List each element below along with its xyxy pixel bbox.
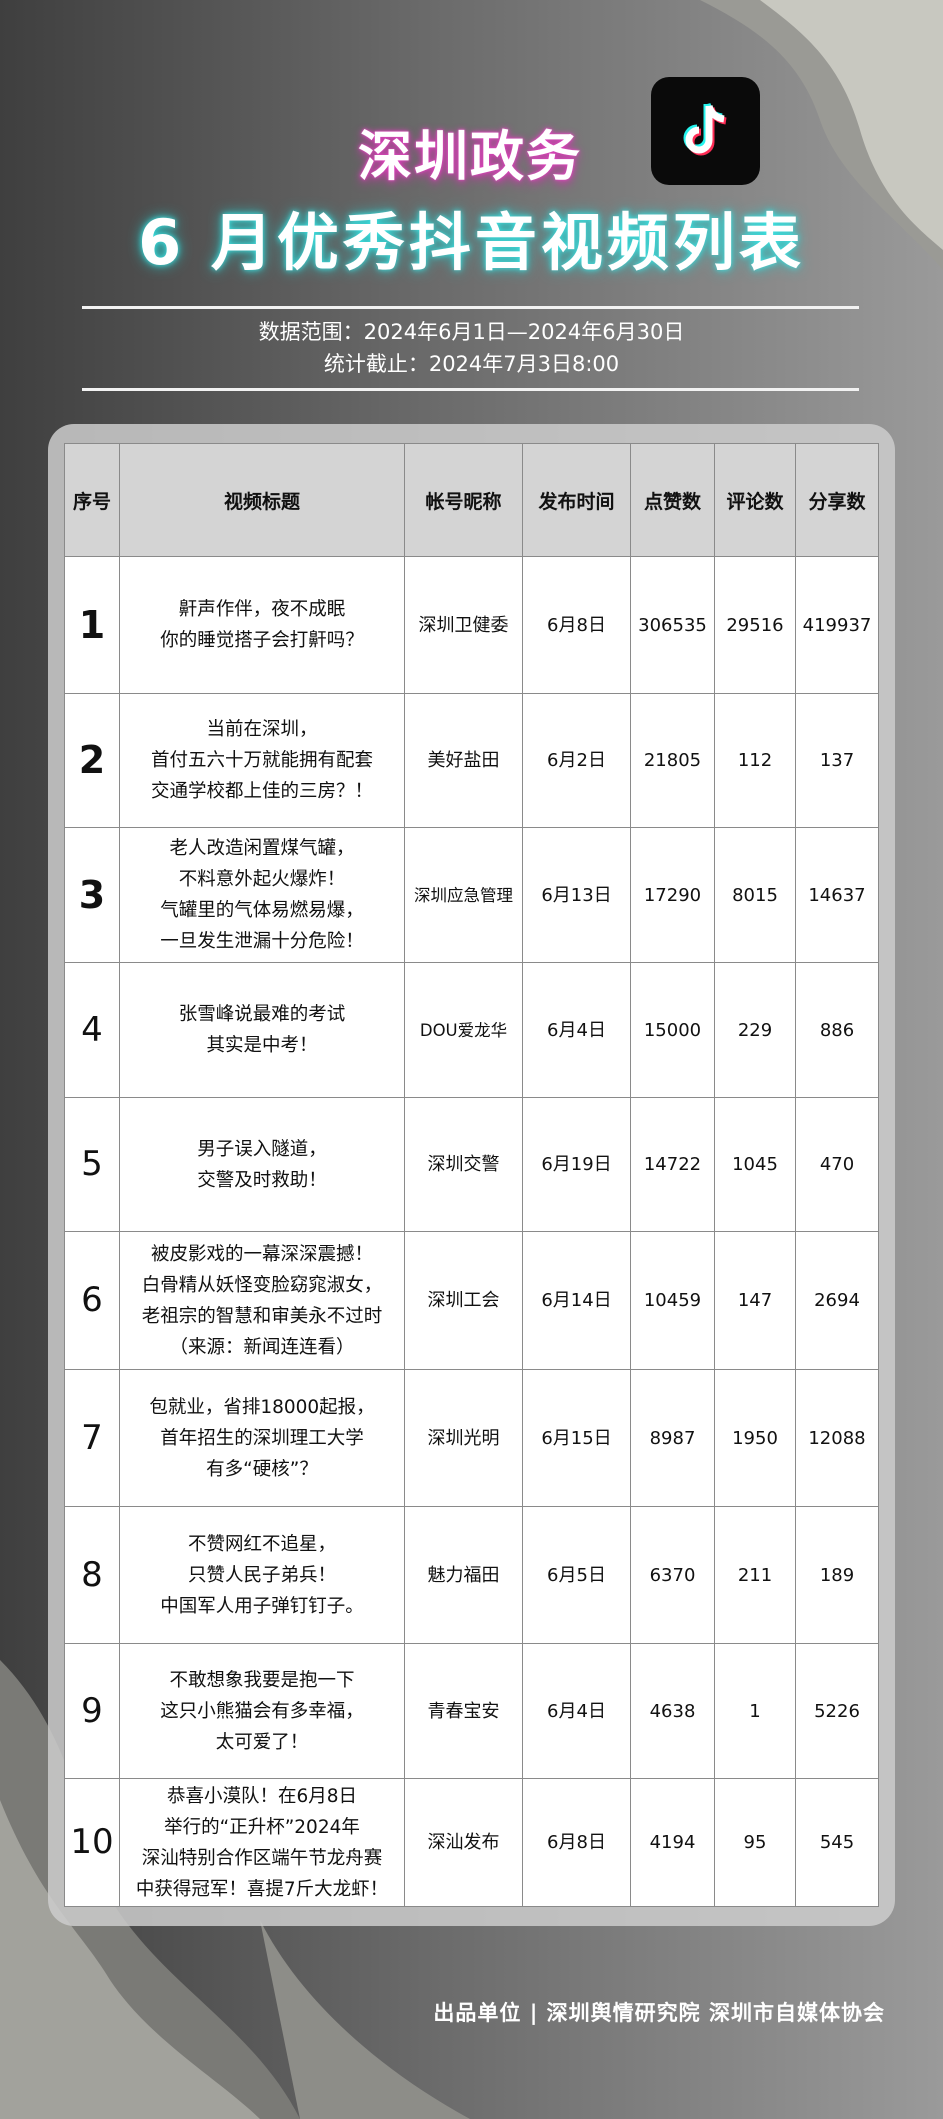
cell-no: 4	[64, 962, 120, 1098]
cell-title: 张雪峰说最难的考试 其实是中考！	[119, 962, 405, 1098]
cell-account: 美好盐田	[404, 693, 523, 828]
table-row: 10 恭喜小漠队！在6月8日 举行的“正升杯”2024年 深汕特别合作区端午节龙舟…	[64, 1778, 879, 1907]
cell-date: 6月15日	[522, 1369, 631, 1507]
cell-date: 6月4日	[522, 962, 631, 1098]
title-line-2: 6 月优秀抖音视频列表	[138, 206, 805, 279]
table-row: 2 当前在深圳， 首付五六十万就能拥有配套 交通学校都上佳的三房？！ 美好盐田 6月2…	[64, 693, 879, 828]
cell-likes: 6370	[630, 1506, 715, 1644]
cell-likes: 14722	[630, 1097, 715, 1232]
cell-comments: 8015	[714, 827, 796, 963]
cell-no: 8	[64, 1506, 120, 1644]
table-row: 5 男子误入隧道， 交警及时救助！ 深圳交警 6月19日 14722 1045 470	[64, 1097, 879, 1232]
cell-comments: 147	[714, 1231, 796, 1370]
background-wave-top-right	[700, 0, 943, 270]
cell-account: 魅力福田	[404, 1506, 523, 1644]
divider-top	[82, 306, 859, 309]
cell-account: 深圳应急管理	[404, 827, 523, 963]
column-header-date: 发布时间	[522, 443, 631, 557]
cell-title: 包就业，省排18000起报， 首年招生的深圳理工大学 有多“硬核”？	[119, 1369, 405, 1507]
column-header-title: 视频标题	[119, 443, 405, 557]
column-header-shares: 分享数	[795, 443, 879, 557]
cell-no: 10	[64, 1778, 120, 1907]
cell-shares: 137	[795, 693, 879, 828]
cell-no: 3	[64, 827, 120, 963]
cell-title: 被皮影戏的一幕深深震撼！ 白骨精从妖怪变脸窈窕淑女， 老祖宗的智慧和审美永不过时…	[119, 1231, 405, 1370]
cell-date: 6月19日	[522, 1097, 631, 1232]
cell-comments: 29516	[714, 556, 796, 694]
cell-date: 6月13日	[522, 827, 631, 963]
table-row: 4 张雪峰说最难的考试 其实是中考！ DOU爱龙华 6月4日 15000 229 886	[64, 962, 879, 1098]
cell-shares: 189	[795, 1506, 879, 1644]
cell-date: 6月8日	[522, 1778, 631, 1907]
cell-shares: 5226	[795, 1643, 879, 1779]
cell-account: 深圳卫健委	[404, 556, 523, 694]
table-row: 8 不赞网红不追星， 只赞人民子弟兵！ 中国军人用子弹钉钉子。 魅力福田 6月5日 63…	[64, 1506, 879, 1644]
column-header-no: 序号	[64, 443, 120, 557]
cell-title: 当前在深圳， 首付五六十万就能拥有配套 交通学校都上佳的三房？！	[119, 693, 405, 828]
table-row: 6 被皮影戏的一幕深深震撼！ 白骨精从妖怪变脸窈窕淑女， 老祖宗的智慧和审美永不过…	[64, 1231, 879, 1370]
cell-account: 深圳工会	[404, 1231, 523, 1370]
cell-no: 6	[64, 1231, 120, 1370]
cell-title: 男子误入隧道， 交警及时救助！	[119, 1097, 405, 1232]
table-row: 1 鼾声作伴，夜不成眠 你的睡觉搭子会打鼾吗？ 深圳卫健委 6月8日 306535 295…	[64, 556, 879, 694]
cell-title: 鼾声作伴，夜不成眠 你的睡觉搭子会打鼾吗？	[119, 556, 405, 694]
cell-title: 老人改造闲置煤气罐， 不料意外起火爆炸！ 气罐里的气体易燃易爆， 一旦发生泄漏十…	[119, 827, 405, 963]
cell-account: 深汕发布	[404, 1778, 523, 1907]
table-row: 7 包就业，省排18000起报， 首年招生的深圳理工大学 有多“硬核”？ 深圳光明 6…	[64, 1369, 879, 1507]
cell-likes: 21805	[630, 693, 715, 828]
cell-account: 青春宝安	[404, 1643, 523, 1779]
cell-shares: 2694	[795, 1231, 879, 1370]
video-table: 序号 视频标题 帐号昵称 发布时间 点赞数 评论数 分享数 1 鼾声作伴，夜不成眠 你的睡觉搭…	[64, 443, 879, 1907]
cell-comments: 229	[714, 962, 796, 1098]
cell-date: 6月8日	[522, 556, 631, 694]
cell-date: 6月2日	[522, 693, 631, 828]
cell-likes: 4194	[630, 1778, 715, 1907]
cell-title: 不敢想象我要是抱一下 这只小熊猫会有多幸福， 太可爱了！	[119, 1643, 405, 1779]
title-line-1: 深圳政务	[358, 125, 582, 188]
cell-date: 6月5日	[522, 1506, 631, 1644]
table-row: 9 不敢想象我要是抱一下 这只小熊猫会有多幸福， 太可爱了！ 青春宝安 6月4日 463…	[64, 1643, 879, 1779]
cell-account: DOU爱龙华	[404, 962, 523, 1098]
cell-shares: 14637	[795, 827, 879, 963]
cell-no: 7	[64, 1369, 120, 1507]
data-range: 数据范围：2024年6月1日—2024年6月30日	[258, 320, 685, 344]
cell-shares: 886	[795, 962, 879, 1098]
cell-date: 6月14日	[522, 1231, 631, 1370]
cell-likes: 15000	[630, 962, 715, 1098]
cell-comments: 1950	[714, 1369, 796, 1507]
cell-likes: 10459	[630, 1231, 715, 1370]
cell-no: 1	[64, 556, 120, 694]
cell-shares: 12088	[795, 1369, 879, 1507]
cell-shares: 470	[795, 1097, 879, 1232]
cell-title: 不赞网红不追星， 只赞人民子弟兵！ 中国军人用子弹钉钉子。	[119, 1506, 405, 1644]
cell-comments: 95	[714, 1778, 796, 1907]
background-wave-bottom-left	[0, 1660, 470, 2119]
douyin-logo-icon	[651, 77, 760, 185]
cell-no: 2	[64, 693, 120, 828]
cell-shares: 545	[795, 1778, 879, 1907]
cell-likes: 4638	[630, 1643, 715, 1779]
cell-shares: 419937	[795, 556, 879, 694]
cell-likes: 17290	[630, 827, 715, 963]
cutoff-time: 统计截止：2024年7月3日8:00	[323, 352, 620, 376]
divider-bottom	[82, 388, 859, 391]
cell-account: 深圳交警	[404, 1097, 523, 1232]
cell-likes: 306535	[630, 556, 715, 694]
producer-credit: 出品单位 | 深圳舆情研究院 深圳市自媒体协会	[433, 2001, 885, 2025]
table-row: 3 老人改造闲置煤气罐， 不料意外起火爆炸！ 气罐里的气体易燃易爆， 一旦发生泄漏…	[64, 827, 879, 963]
cell-likes: 8987	[630, 1369, 715, 1507]
cell-date: 6月4日	[522, 1643, 631, 1779]
cell-title: 恭喜小漠队！在6月8日 举行的“正升杯”2024年 深汕特别合作区端午节龙舟赛 …	[119, 1778, 405, 1907]
cell-no: 9	[64, 1643, 120, 1779]
cell-comments: 1045	[714, 1097, 796, 1232]
cell-comments: 211	[714, 1506, 796, 1644]
column-header-likes: 点赞数	[630, 443, 715, 557]
cell-no: 5	[64, 1097, 120, 1232]
column-header-comments: 评论数	[714, 443, 796, 557]
cell-comments: 1	[714, 1643, 796, 1779]
cell-comments: 112	[714, 693, 796, 828]
table-header-row: 序号 视频标题 帐号昵称 发布时间 点赞数 评论数 分享数	[64, 443, 879, 557]
cell-account: 深圳光明	[404, 1369, 523, 1507]
column-header-account: 帐号昵称	[404, 443, 523, 557]
